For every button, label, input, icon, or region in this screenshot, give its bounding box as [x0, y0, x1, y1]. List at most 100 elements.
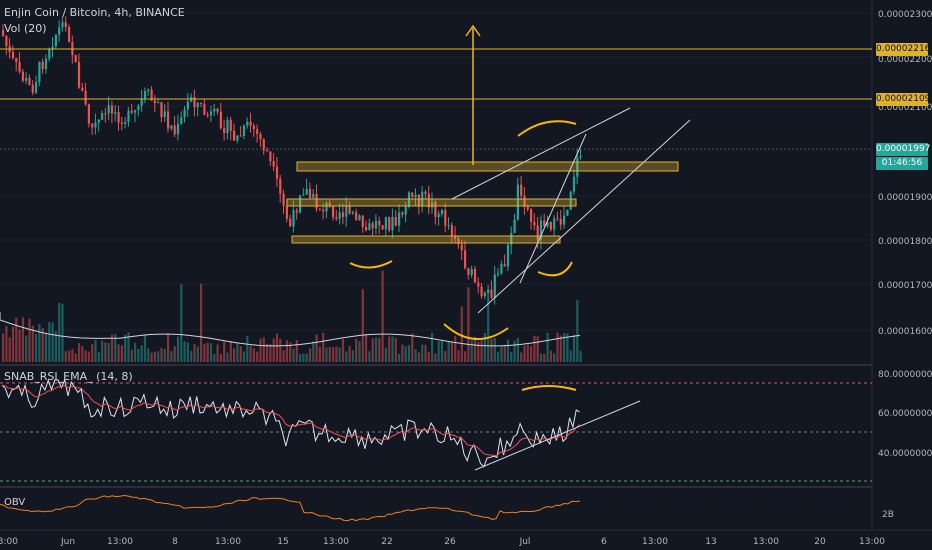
candle-body — [223, 128, 226, 134]
volume-bar — [219, 353, 222, 362]
candle-body — [104, 113, 107, 115]
volume-bar — [147, 348, 150, 362]
candle-body — [157, 102, 160, 104]
volume-bar — [447, 341, 450, 362]
candle-body — [312, 193, 315, 199]
candle-body — [556, 218, 559, 220]
volume-bar — [262, 337, 265, 362]
candle-body — [493, 274, 496, 298]
volume-bar — [87, 351, 90, 362]
candle-body — [437, 214, 440, 218]
volume-bar — [183, 341, 186, 362]
time-tick: Jun — [60, 537, 75, 547]
volume-bar — [516, 337, 519, 362]
volume-bar — [305, 353, 308, 362]
volume-bar — [302, 353, 305, 362]
time-tick: 13:00 — [323, 537, 349, 547]
rsi-label[interactable]: SNAB_RSI_EMA_ (14, 8) — [4, 370, 133, 383]
volume-bar — [68, 350, 71, 362]
volume-bar — [48, 322, 51, 362]
volume-bar — [275, 333, 279, 362]
candle-body — [572, 176, 576, 192]
volume-bar — [54, 331, 57, 362]
candle-body — [249, 121, 252, 126]
volume-bar — [117, 344, 120, 362]
volume-bar — [94, 339, 97, 362]
volume-bar — [569, 350, 572, 362]
volume-bar — [348, 346, 351, 362]
time-tick: 13:00 — [0, 537, 18, 547]
candle-body — [579, 155, 582, 158]
candle-body — [209, 111, 213, 116]
volume-bar — [500, 346, 503, 362]
volume-bar — [21, 317, 24, 362]
volume-bar — [8, 337, 11, 362]
mid-zone[interactable] — [286, 198, 577, 207]
candle-body — [424, 191, 427, 194]
candle-body — [137, 105, 140, 111]
volume-label[interactable]: Vol (20) — [4, 22, 47, 35]
price-grid — [0, 12, 872, 331]
candle-body — [84, 90, 87, 105]
candle-body — [289, 218, 292, 227]
volume-bar — [242, 351, 246, 362]
candle-body — [282, 193, 285, 206]
candle-body — [134, 110, 137, 113]
volume-bar — [282, 350, 285, 362]
volume-bar — [427, 351, 430, 362]
candle-body — [497, 273, 500, 275]
candle-body — [143, 91, 147, 99]
target-arrow-head — [465, 24, 481, 37]
volume-bar — [143, 334, 147, 362]
trend-line-channel — [519, 133, 587, 284]
candle-body — [473, 268, 477, 283]
rsi-trend-line — [474, 400, 641, 471]
candle-body — [203, 103, 206, 115]
resistance-zone[interactable] — [296, 161, 679, 172]
volume-bar — [203, 343, 206, 362]
volume-bar — [464, 351, 467, 362]
price-tick: 0.00002200 — [878, 55, 932, 65]
candle-body — [279, 178, 282, 194]
candle-body — [58, 27, 61, 35]
volume-bar — [335, 346, 338, 362]
candle-body — [460, 244, 463, 251]
volume-bar — [223, 341, 226, 362]
volume-bar — [285, 340, 288, 362]
symbol-title[interactable]: Enjin Coin / Bitcoin, 4h, BINANCE — [4, 6, 185, 19]
rsi-annotation-arc — [521, 385, 577, 391]
candle-body — [48, 48, 51, 59]
time-tick: 13:00 — [642, 537, 668, 547]
candle-body — [526, 206, 529, 210]
volume-bar — [361, 289, 364, 362]
volume-bar — [411, 333, 414, 362]
candle-body — [457, 238, 460, 245]
volume-bar — [249, 346, 252, 362]
candle-body — [335, 217, 338, 219]
candle-body — [553, 218, 556, 230]
candle-body — [259, 133, 262, 140]
volume-bar — [444, 351, 447, 362]
candle-body — [308, 188, 312, 199]
time-tick: 15 — [277, 537, 288, 547]
rsi-tick: 60.00000000 — [878, 409, 932, 419]
time-tick: 13:00 — [215, 537, 241, 547]
volume-bar — [299, 353, 302, 362]
volume-bar — [308, 348, 312, 362]
candle-body — [35, 82, 38, 93]
support-zone[interactable] — [291, 235, 561, 244]
obv-label[interactable]: OBV — [4, 497, 26, 508]
candle-body — [510, 232, 513, 245]
candle-body — [487, 289, 490, 294]
price-tick: 0.00001800 — [878, 237, 932, 247]
volume-bar — [407, 345, 411, 362]
candle-body — [368, 223, 371, 231]
candle-body — [477, 282, 480, 287]
candle-body — [533, 221, 536, 226]
candle-body — [110, 105, 114, 114]
candle-body — [193, 97, 196, 108]
volume-bar — [18, 329, 21, 362]
candle-body — [61, 22, 64, 28]
volume-bar — [381, 270, 384, 362]
